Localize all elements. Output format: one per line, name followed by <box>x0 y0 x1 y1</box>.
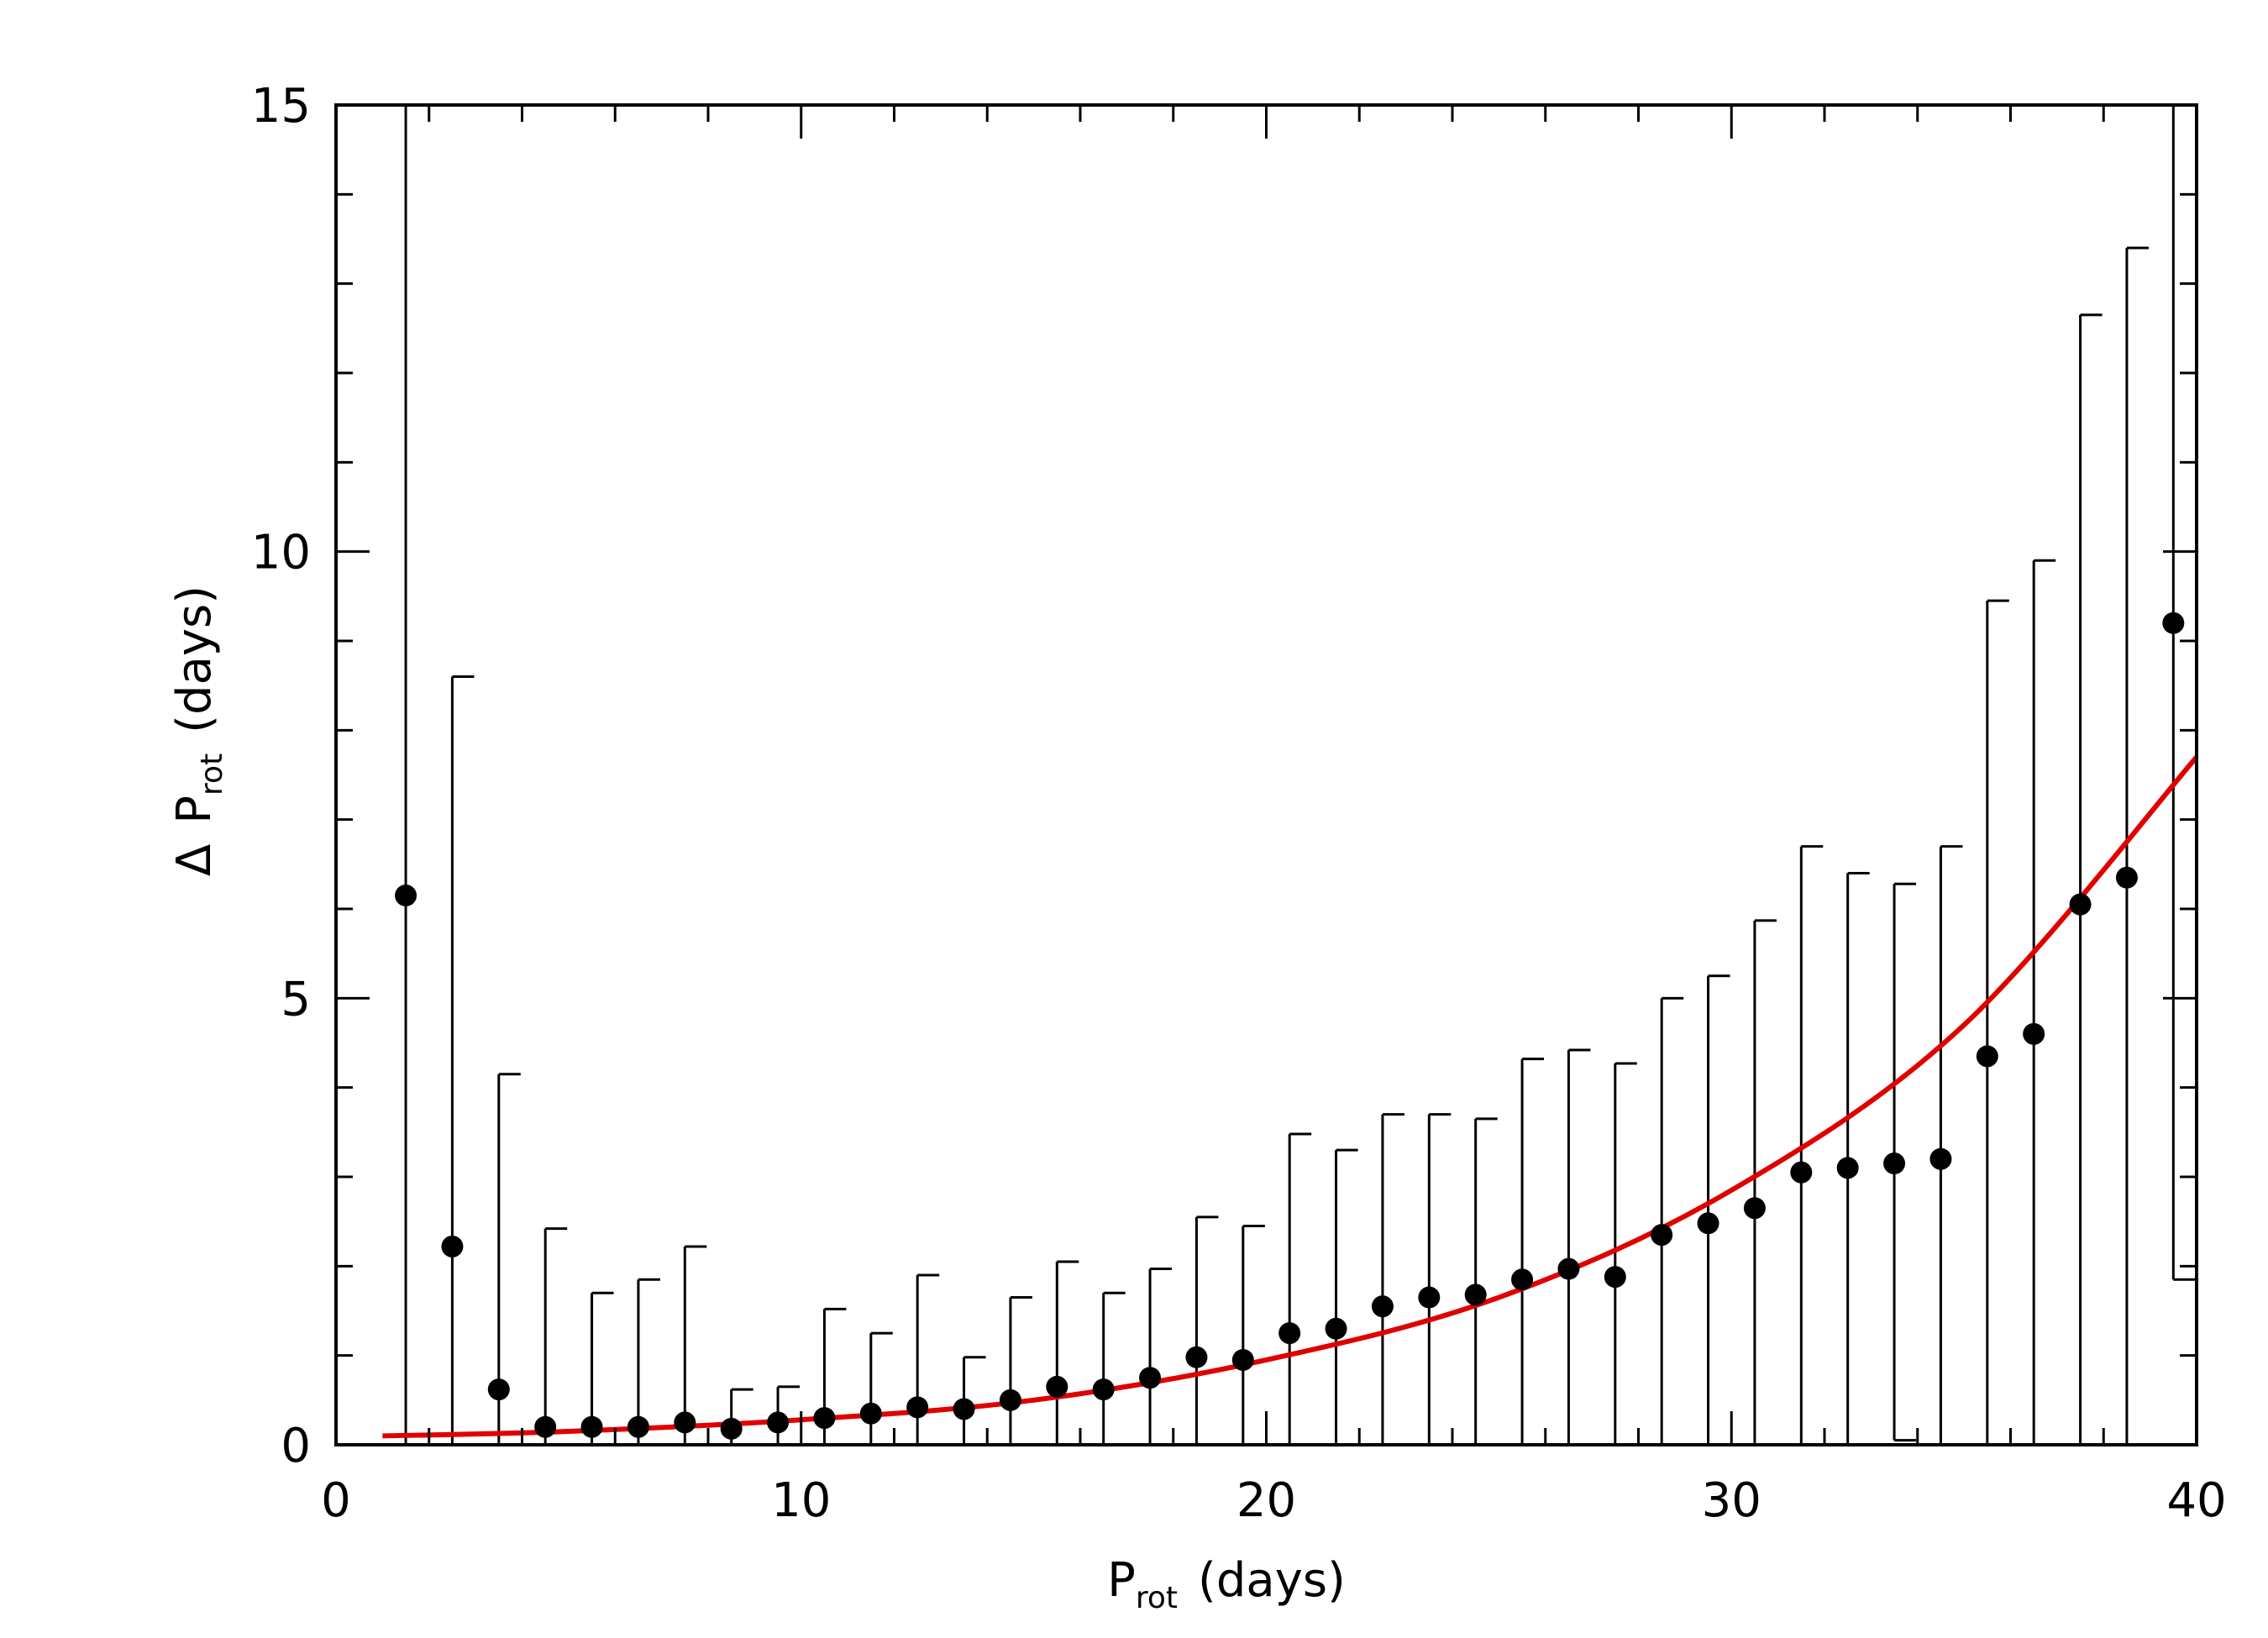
x-tick-labels: 0 10 20 30 40 <box>321 1473 2226 1528</box>
data-point <box>1604 1266 1626 1289</box>
data-point <box>395 885 417 907</box>
data-point <box>906 1396 929 1419</box>
y-tick-label: 10 <box>251 526 311 580</box>
data-point <box>1651 1224 1673 1247</box>
data-point <box>674 1411 696 1434</box>
x-tick-label: 30 <box>1702 1473 1761 1528</box>
data-point <box>1371 1295 1394 1318</box>
y-axis-title: ΔProt (days) <box>167 585 229 876</box>
data-points <box>395 612 2185 1440</box>
data-point <box>1231 1348 1254 1371</box>
data-point <box>1976 1045 1998 1068</box>
y-axis-title-sub: rot <box>195 753 229 795</box>
data-point <box>1325 1317 1347 1340</box>
data-point <box>2069 893 2092 916</box>
y-tick-label: 5 <box>281 972 311 1026</box>
x-axis-title-sub: rot <box>1136 1581 1178 1615</box>
x-axis-title-rest: (days) <box>1198 1553 1346 1608</box>
y-tick-label: 15 <box>251 79 311 134</box>
data-point <box>1185 1346 1208 1368</box>
data-point <box>953 1398 975 1420</box>
data-point <box>1557 1257 1580 1280</box>
x-tick-label: 10 <box>771 1473 831 1528</box>
y-axis-title-main: P <box>167 795 222 824</box>
data-point <box>627 1415 649 1438</box>
x-tick-label: 40 <box>2166 1473 2226 1528</box>
data-point <box>1836 1157 1859 1179</box>
data-point <box>1139 1367 1162 1389</box>
data-point <box>441 1235 464 1257</box>
data-point <box>1046 1375 1068 1398</box>
plot-frame <box>334 103 2198 1446</box>
data-point <box>2115 866 2138 889</box>
data-point <box>1743 1197 1766 1220</box>
data-point <box>1418 1286 1441 1309</box>
data-point <box>1883 1152 1906 1175</box>
tick-marks <box>334 103 2198 1446</box>
data-point <box>720 1417 743 1440</box>
data-point <box>1092 1378 1115 1401</box>
data-point <box>580 1415 603 1438</box>
y-axis-title-prefix: Δ <box>167 844 222 876</box>
data-point <box>1697 1212 1719 1235</box>
data-point <box>859 1402 882 1425</box>
data-point <box>1278 1322 1301 1345</box>
data-point <box>534 1415 557 1438</box>
data-point <box>1929 1147 1952 1170</box>
error-bars <box>404 105 2196 1445</box>
x-axis-title-main: P <box>1107 1553 1136 1608</box>
data-point <box>767 1411 790 1434</box>
data-point <box>1511 1268 1534 1291</box>
data-point <box>487 1378 510 1401</box>
x-tick-label: 20 <box>1236 1473 1296 1528</box>
y-tick-labels: 0 5 10 15 <box>251 79 311 1473</box>
data-point <box>999 1389 1021 1411</box>
data-point <box>1464 1284 1487 1306</box>
data-point <box>1790 1161 1813 1184</box>
data-point <box>2023 1022 2045 1045</box>
x-tick-label: 0 <box>321 1473 351 1528</box>
data-point <box>813 1407 836 1430</box>
x-axis-title: Prot (days) <box>1107 1553 1346 1615</box>
y-tick-label: 0 <box>281 1419 311 1473</box>
y-axis-title-rest: (days) <box>167 585 222 733</box>
data-point <box>2162 612 2185 634</box>
